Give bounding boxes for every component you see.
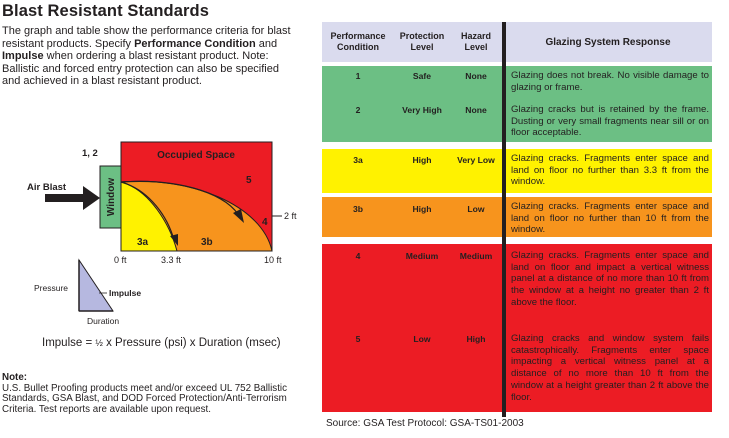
source-citation: Source: GSA Test Protocol: GSA-TS01-2003: [326, 418, 524, 429]
header-hazard-line1: Hazard: [460, 31, 491, 41]
note-text: U.S. Bullet Proofing products meet and/o…: [2, 382, 287, 415]
header-protection: Protection Level: [394, 31, 450, 53]
row-hazard: High: [466, 334, 486, 344]
row-protection: High: [412, 155, 432, 165]
table-row: 3b High Low Glazing cracks. Fragments en…: [322, 197, 712, 237]
row-response: Glazing cracks but is retained by the fr…: [511, 104, 709, 139]
zone-3b-label: 3b: [201, 237, 213, 248]
table-divider: [502, 22, 506, 417]
blast-zone-diagram: Window Air Blast 1, 2 Occupied Space 5 4…: [27, 141, 297, 326]
row-condition: 2: [355, 105, 361, 115]
intro-bold-performance: Performance Condition: [134, 37, 256, 50]
table-group-green: [322, 66, 712, 142]
table-row: 2 Very High None Glazing cracks but is r…: [322, 104, 712, 140]
row-hazard: None: [465, 105, 487, 115]
intro-text-3: when ordering a blast resistant product.…: [2, 50, 279, 88]
intro-bold-impulse: Impulse: [2, 50, 44, 63]
occupied-space-label: Occupied Space: [157, 150, 235, 161]
zone-5-label: 5: [246, 175, 252, 186]
row-hazard: Low: [467, 204, 485, 214]
row-response: Glazing cracks. Fragments enter space an…: [511, 201, 709, 236]
formula-prefix: Impulse =: [42, 337, 96, 349]
air-blast-label: Air Blast: [27, 182, 67, 193]
row-hazard: None: [465, 71, 487, 81]
zone-3a-label: 3a: [137, 237, 149, 248]
arrowhead-3b-icon: [233, 209, 244, 223]
header-response: Glazing System Response: [545, 37, 671, 48]
row-condition: 3b: [352, 204, 364, 214]
air-blast-arrow-shaft: [45, 194, 85, 202]
row-condition: 3a: [353, 155, 363, 165]
pressure-label: Pressure: [34, 283, 68, 293]
row-condition: 5: [355, 334, 361, 344]
table-row: 1 Safe None Glazing does not break. No v…: [322, 70, 712, 93]
row-response: Glazing cracks. Fragments enter space an…: [511, 153, 709, 188]
row-protection: High: [412, 204, 432, 214]
two-ft-label: 2 ft: [284, 211, 297, 221]
zone-12-label: 1, 2: [82, 148, 98, 159]
zone-4-label: 4: [262, 217, 268, 228]
header-hazard: Hazard Level: [450, 31, 502, 53]
formula-fraction: ½: [95, 338, 103, 348]
row-condition: 1: [355, 71, 361, 81]
intro-text-1: The graph and table show the performance…: [2, 25, 291, 50]
arrowhead-3a-icon: [170, 234, 178, 246]
table-row: 4 Medium Medium Glazing cracks. Fragment…: [322, 250, 712, 330]
row-condition: 4: [355, 251, 361, 261]
header-hazard-line2: Level: [464, 42, 488, 52]
trajectory-3b: [120, 180, 241, 219]
header-protection-line2: Level: [410, 42, 434, 52]
header-condition: Performance Condition: [326, 31, 390, 53]
note-block: Note: U.S. Bullet Proofing products meet…: [2, 372, 312, 415]
row-hazard: Very Low: [457, 155, 495, 165]
duration-label: Duration: [87, 316, 119, 326]
tick-3-3ft: 3.3 ft: [161, 255, 182, 265]
impulse-formula: Impulse = ½ x Pressure (psi) x Duration …: [42, 337, 281, 349]
row-hazard: Medium: [459, 251, 493, 261]
table-group-red: [322, 244, 712, 412]
row-protection: Medium: [405, 251, 439, 261]
row-protection: Very High: [402, 105, 442, 115]
row-protection: Low: [413, 334, 431, 344]
note-label: Note:: [2, 372, 28, 383]
row-response: Glazing does not break. No visible damag…: [511, 70, 709, 93]
window-box: [99, 165, 122, 229]
table-row: 3a High Very Low Glazing cracks. Fragmen…: [322, 149, 712, 193]
row-response: Glazing cracks and window system fails c…: [511, 333, 709, 403]
table-row: 5 Low High Glazing cracks and window sys…: [322, 333, 712, 409]
formula-rest: x Pressure (psi) x Duration (msec): [102, 337, 281, 349]
row-response: Glazing cracks. Fragments enter space an…: [511, 250, 709, 308]
page-title: Blast Resistant Standards: [2, 2, 209, 20]
header-condition-line1: Performance: [330, 31, 386, 41]
header-condition-line2: Condition: [337, 42, 379, 52]
tick-10ft: 10 ft: [264, 255, 282, 265]
table-header: Performance Condition Protection Level H…: [322, 22, 712, 62]
impulse-triangle: [78, 258, 114, 312]
window-label: Window: [106, 178, 117, 216]
header-protection-line1: Protection: [399, 31, 445, 41]
impulse-label: Impulse: [109, 288, 141, 298]
trajectory-3a: [120, 181, 175, 241]
air-blast-arrow-icon: [83, 186, 100, 210]
tick-0ft: 0 ft: [114, 255, 127, 265]
row-protection: Safe: [412, 71, 432, 81]
intro-text-2: and: [255, 37, 278, 50]
intro-paragraph: The graph and table show the performance…: [2, 25, 298, 88]
